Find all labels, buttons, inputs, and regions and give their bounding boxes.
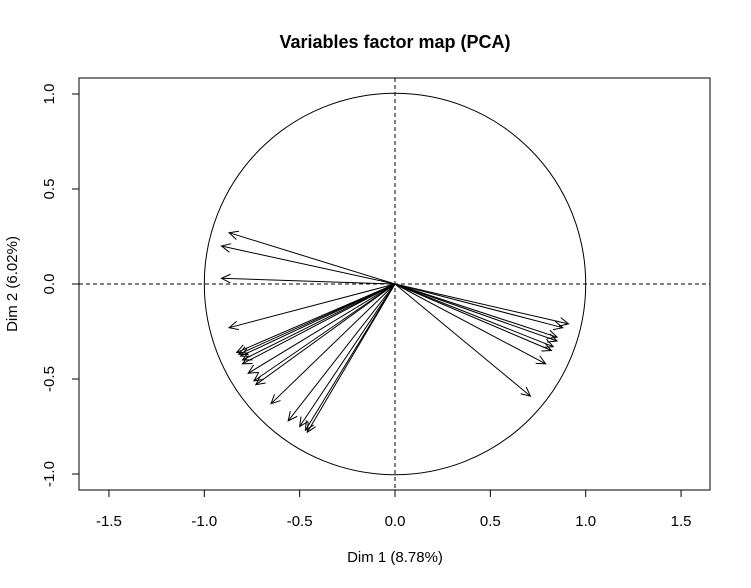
variable-vector — [239, 283, 396, 357]
variable-vector — [227, 283, 396, 331]
y-tick-label: 0.5 — [41, 179, 58, 200]
variable-vector — [394, 283, 553, 352]
variable-vector — [394, 283, 570, 327]
x-tick-label: -1.0 — [191, 513, 217, 530]
variable-vector — [394, 283, 559, 340]
x-tick-label: 1.5 — [671, 513, 692, 530]
variable-vectors — [220, 230, 570, 434]
y-tick-label: 1.0 — [41, 84, 58, 105]
x-axis-label: Dim 1 (8.78%) — [347, 549, 443, 566]
variable-vector — [394, 283, 532, 397]
variable-vector — [254, 283, 396, 386]
variable-vector — [227, 230, 396, 285]
y-tick-label: -0.5 — [41, 366, 58, 392]
x-tick-label: 1.0 — [575, 513, 596, 530]
variable-vector — [287, 283, 396, 422]
variable-vector — [247, 283, 396, 374]
y-tick-label: -1.0 — [41, 461, 58, 487]
variable-vector — [270, 283, 396, 405]
variable-vector — [220, 243, 396, 285]
chart-title: Variables factor map (PCA) — [279, 32, 510, 52]
y-axis: -1.0 -0.5 0.0 0.5 1.0 — [41, 84, 80, 487]
variable-vector — [299, 283, 396, 428]
variable-vector — [252, 283, 396, 382]
variable-vector — [394, 283, 564, 331]
variable-vector — [394, 283, 555, 348]
x-tick-label: 0.5 — [480, 513, 501, 530]
plot-area — [79, 78, 710, 490]
x-tick-label: -0.5 — [287, 513, 313, 530]
x-tick-label: 0.0 — [385, 513, 406, 530]
x-tick-label: -1.5 — [96, 513, 122, 530]
variable-vector — [241, 283, 396, 365]
variable-vector — [394, 283, 559, 343]
variable-vector — [394, 283, 547, 365]
x-axis: -1.5 -1.0 -0.5 0.0 0.5 1.0 1.5 — [96, 489, 692, 530]
variable-vector — [306, 283, 396, 434]
variable-vector — [220, 273, 396, 285]
y-axis-label: Dim 2 (6.02%) — [4, 236, 21, 332]
y-tick-label: 0.0 — [41, 274, 58, 295]
